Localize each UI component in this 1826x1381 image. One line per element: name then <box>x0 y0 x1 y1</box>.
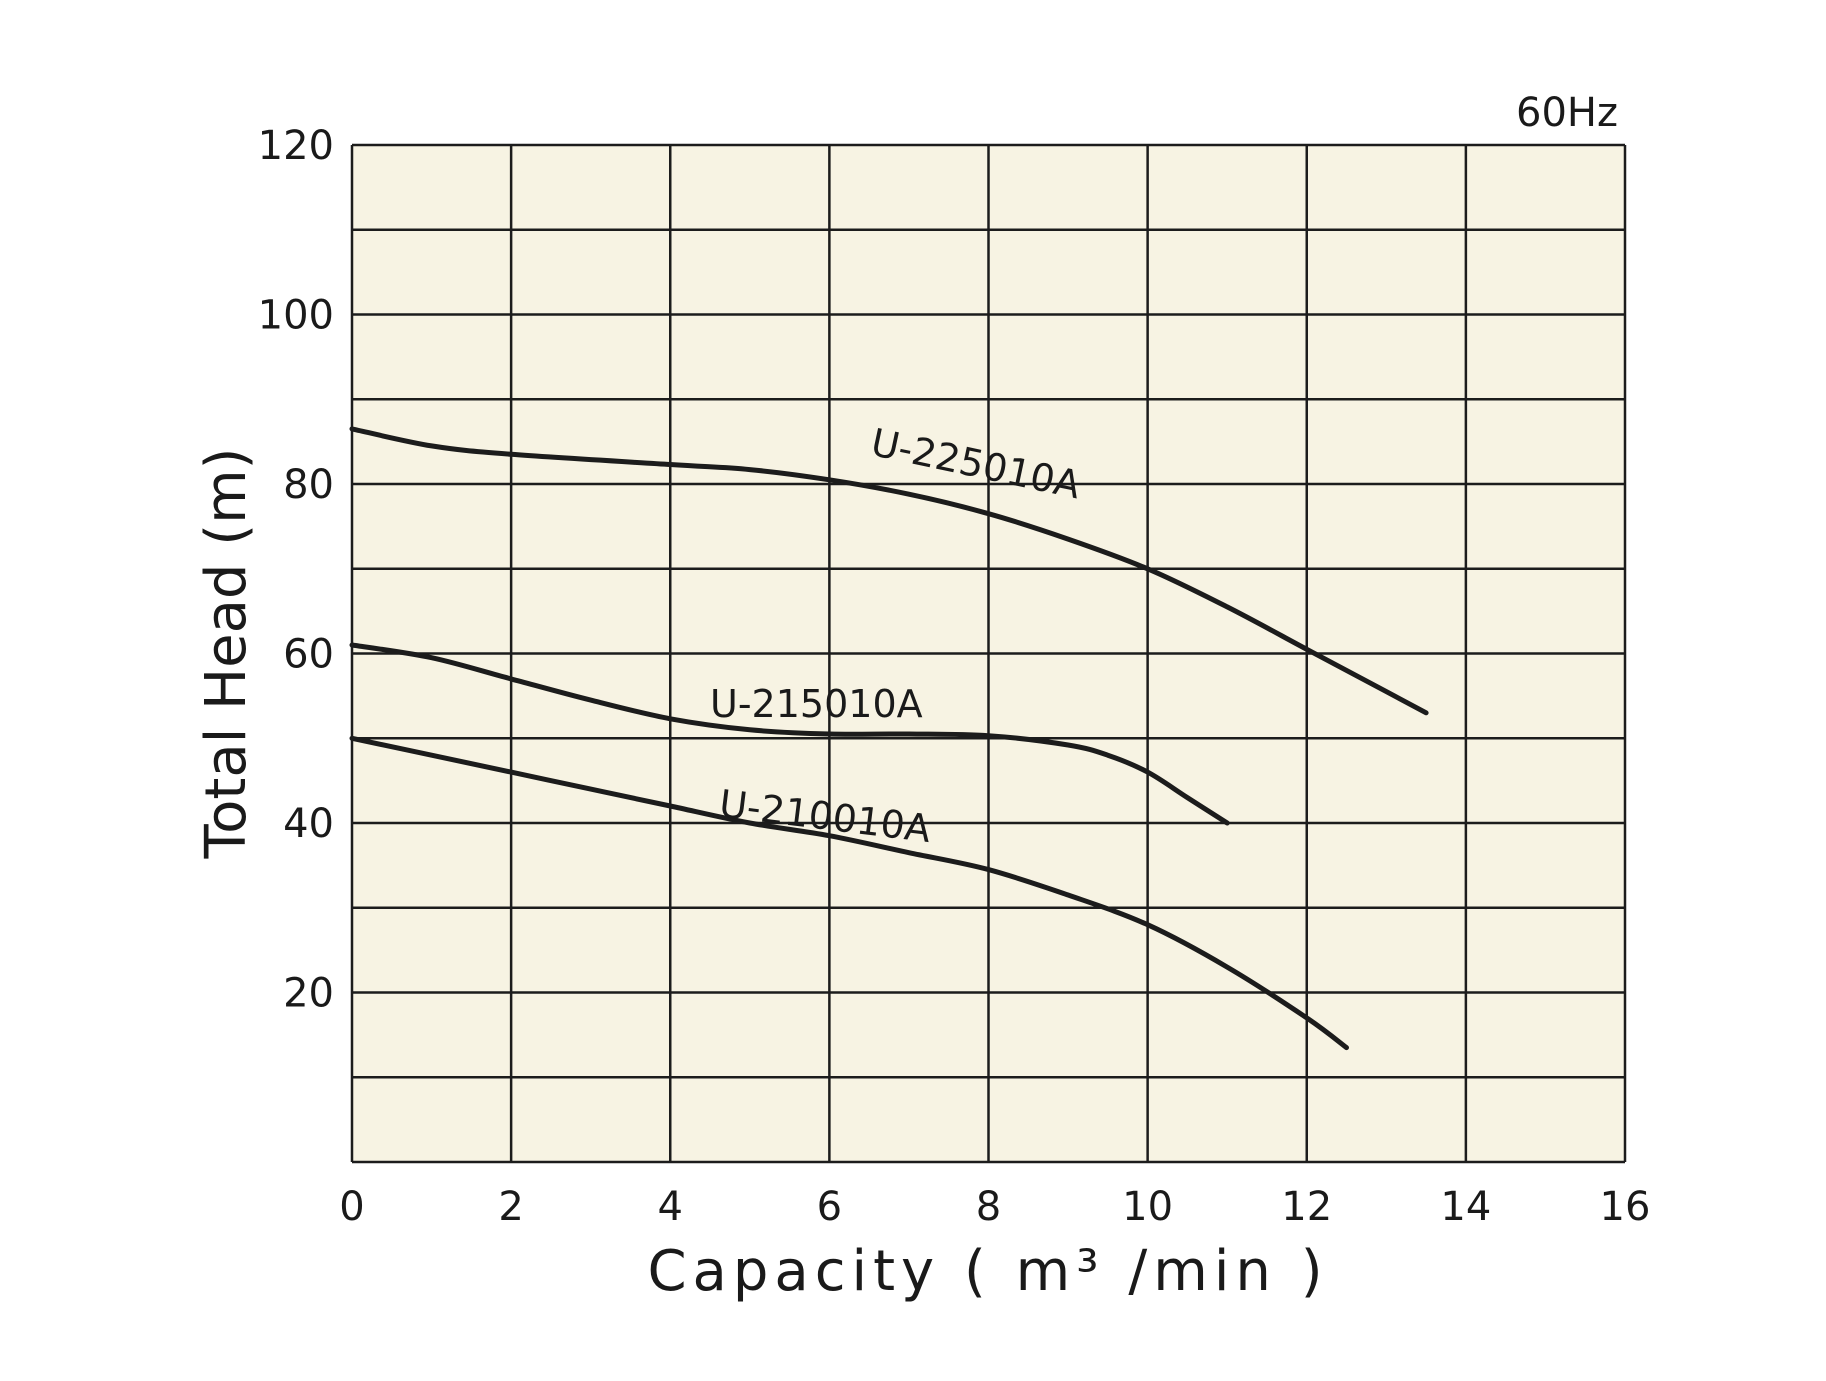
y-tick-label: 60 <box>283 632 334 678</box>
y-axis-title: Total Head (m) <box>194 447 259 859</box>
x-tick-label: 0 <box>339 1184 364 1230</box>
performance-curves <box>349 426 1429 1051</box>
series-line <box>349 735 1349 1051</box>
x-tick-label: 14 <box>1440 1184 1491 1230</box>
x-axis-unit: ( m³ /min ) <box>964 1239 1329 1304</box>
y-tick-labels: 20 40 60 80 100 120 <box>258 123 334 1017</box>
x-tick-label: 16 <box>1600 1184 1651 1230</box>
series-line <box>349 642 1230 826</box>
frequency-note: 60Hz <box>1516 90 1618 136</box>
x-tick-label: 8 <box>976 1184 1001 1230</box>
y-tick-label: 20 <box>283 971 334 1017</box>
x-tick-label: 10 <box>1122 1184 1173 1230</box>
series-label: U-215010A <box>710 682 923 726</box>
x-tick-label: 2 <box>498 1184 523 1230</box>
x-axis-title: Capacity ( m³ /min ) <box>647 1239 1328 1304</box>
x-tick-label: 6 <box>817 1184 842 1230</box>
grid-lines <box>350 143 1627 1164</box>
y-tick-label: 100 <box>258 293 334 339</box>
y-tick-label: 40 <box>283 801 334 847</box>
x-axis-title-text: Capacity <box>647 1239 940 1304</box>
y-tick-label: 120 <box>258 123 334 169</box>
y-tick-label: 80 <box>283 462 334 508</box>
x-tick-label: 4 <box>658 1184 683 1230</box>
x-tick-labels: 0 2 4 6 8 10 12 14 16 <box>339 1184 1650 1230</box>
x-tick-label: 12 <box>1281 1184 1332 1230</box>
series-line <box>349 426 1429 716</box>
